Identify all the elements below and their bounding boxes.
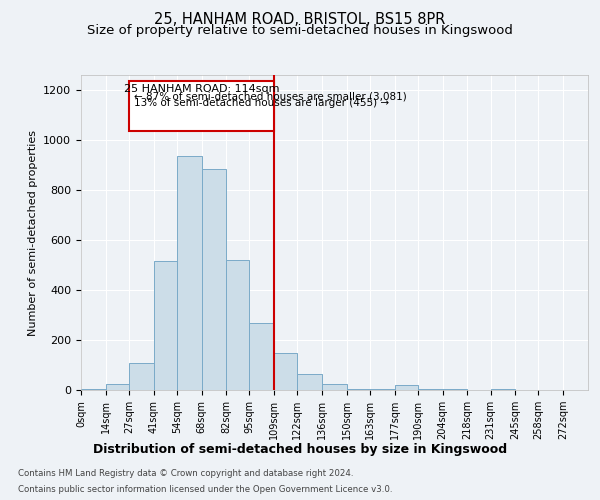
Text: 25, HANHAM ROAD, BRISTOL, BS15 8PR: 25, HANHAM ROAD, BRISTOL, BS15 8PR: [154, 12, 446, 28]
Text: Size of property relative to semi-detached houses in Kingswood: Size of property relative to semi-detach…: [87, 24, 513, 37]
Bar: [226, 260, 250, 390]
Bar: [443, 389, 467, 390]
Bar: [322, 384, 347, 390]
Bar: [106, 384, 129, 390]
Text: 25 HANHAM ROAD: 114sqm: 25 HANHAM ROAD: 114sqm: [124, 84, 279, 94]
Y-axis label: Number of semi-detached properties: Number of semi-detached properties: [28, 130, 38, 336]
Bar: [274, 352, 297, 390]
Bar: [129, 80, 274, 130]
Bar: [370, 389, 395, 390]
Text: Distribution of semi-detached houses by size in Kingswood: Distribution of semi-detached houses by …: [93, 442, 507, 456]
Bar: [250, 322, 274, 390]
Bar: [491, 389, 515, 390]
Bar: [129, 362, 154, 390]
Text: 13% of semi-detached houses are larger (455) →: 13% of semi-detached houses are larger (…: [134, 98, 389, 108]
Bar: [177, 156, 202, 390]
Bar: [81, 389, 106, 390]
Bar: [297, 374, 322, 390]
Text: Contains public sector information licensed under the Open Government Licence v3: Contains public sector information licen…: [18, 485, 392, 494]
Bar: [202, 169, 226, 390]
Bar: [347, 389, 370, 390]
Bar: [418, 389, 443, 390]
Bar: [395, 385, 418, 390]
Text: Contains HM Land Registry data © Crown copyright and database right 2024.: Contains HM Land Registry data © Crown c…: [18, 468, 353, 477]
Bar: [154, 261, 177, 390]
Text: ← 87% of semi-detached houses are smaller (3,081): ← 87% of semi-detached houses are smalle…: [134, 92, 407, 102]
